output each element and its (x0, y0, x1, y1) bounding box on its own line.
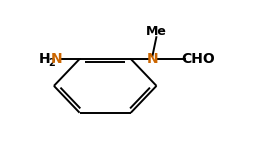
Text: H: H (39, 52, 50, 66)
Text: N: N (51, 52, 63, 66)
Text: Me: Me (146, 25, 167, 38)
Text: CHO: CHO (181, 52, 215, 66)
Text: 2: 2 (48, 58, 54, 68)
Text: N: N (146, 52, 158, 66)
